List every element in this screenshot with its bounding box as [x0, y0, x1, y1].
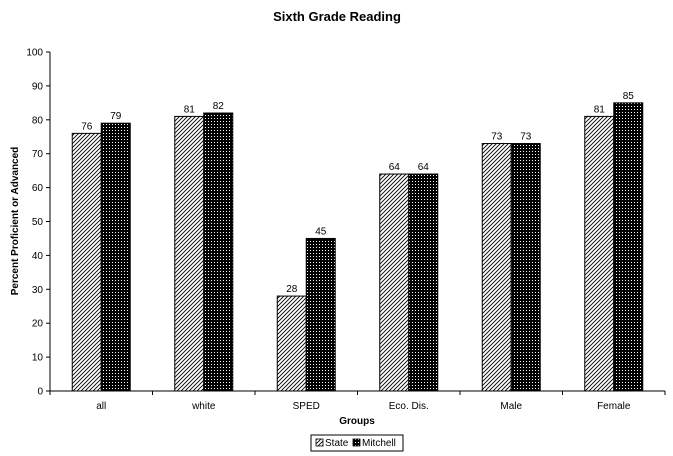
legend-label-state: State: [325, 438, 349, 449]
data-label-mitchell-eco-dis: 64: [418, 162, 430, 173]
y-tick-label: 30: [32, 285, 44, 296]
y-tick-label: 70: [32, 149, 44, 160]
data-label-state-female: 81: [594, 104, 606, 115]
x-tick-label-eco-dis: Eco. Dis.: [389, 401, 429, 412]
x-axis-title: Groups: [339, 416, 375, 427]
legend-swatch-mitchell: [352, 438, 361, 447]
chart-title: Sixth Grade Reading: [273, 9, 401, 24]
bar-mitchell-all: [100, 122, 131, 392]
bar-mitchell-eco-dis: [408, 173, 439, 392]
legend: State Mitchell: [310, 434, 404, 452]
bar-state-female: [584, 115, 615, 392]
bar-state-all: [71, 132, 102, 392]
bar-mitchell-white: [203, 112, 234, 392]
data-labels-layer: 76 79 81 82 28 45 64 64 73 73 81 85: [81, 91, 634, 295]
x-tick-label-white: white: [191, 401, 216, 412]
bar-state-white: [174, 115, 205, 392]
bar-mitchell-female: [613, 102, 644, 392]
bar-state-male: [481, 143, 512, 392]
legend-swatch-state: [315, 438, 324, 447]
y-tick-label: 40: [32, 251, 44, 262]
y-tick-label: 100: [26, 48, 43, 59]
y-tick-label: 50: [32, 217, 44, 228]
data-label-state-eco-dis: 64: [389, 162, 401, 173]
data-label-state-all: 76: [81, 121, 93, 132]
data-label-state-white: 81: [184, 104, 196, 115]
y-tick-label: 0: [37, 387, 43, 398]
bars-layer: [71, 102, 644, 392]
bar-state-eco-dis: [379, 173, 410, 392]
data-label-mitchell-all: 79: [110, 111, 122, 122]
y-axis-ticks: 0 10 20 30 40 50 60 70 80 90 100: [26, 48, 50, 398]
x-tick-label-sped: SPED: [293, 401, 320, 412]
x-tick-label-all: all: [96, 401, 106, 412]
y-tick-label: 90: [32, 81, 44, 92]
bar-mitchell-sped: [305, 237, 336, 392]
data-label-mitchell-male: 73: [520, 132, 532, 143]
y-tick-label: 60: [32, 183, 44, 194]
y-tick-label: 80: [32, 115, 44, 126]
data-label-state-male: 73: [491, 132, 503, 143]
x-tick-label-male: Male: [500, 401, 522, 412]
y-tick-label: 10: [32, 353, 44, 364]
x-axis-ticks: all white SPED Eco. Dis. Male Female: [49, 391, 666, 412]
bar-state-sped: [276, 295, 307, 392]
bar-mitchell-male: [510, 143, 541, 392]
y-axis-title: Percent Proficient or Advanced: [10, 147, 21, 296]
legend-label-mitchell: Mitchell: [362, 438, 396, 449]
data-label-mitchell-female: 85: [623, 91, 635, 102]
data-label-mitchell-white: 82: [213, 101, 225, 112]
x-tick-label-female: Female: [597, 401, 631, 412]
y-tick-label: 20: [32, 319, 44, 330]
data-label-mitchell-sped: 45: [315, 226, 327, 237]
data-label-state-sped: 28: [286, 284, 298, 295]
